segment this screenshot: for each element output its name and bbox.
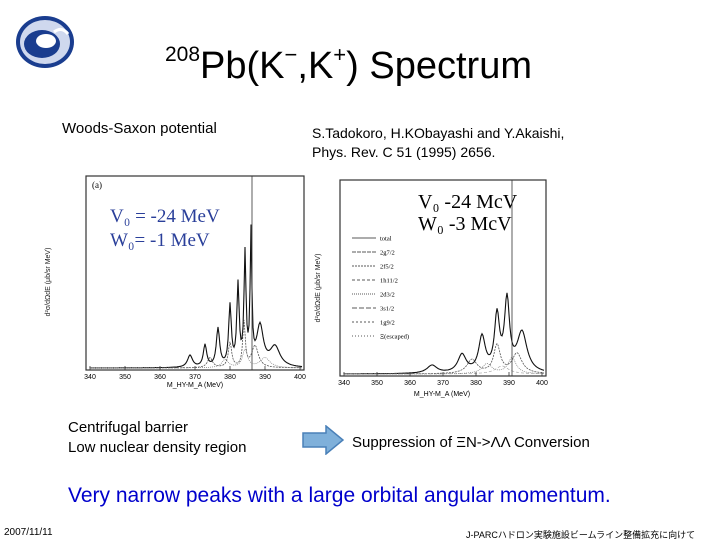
spectrum-curve: [90, 348, 302, 369]
x-tick-label: 370: [437, 380, 449, 387]
x-tick-label: 360: [154, 374, 166, 381]
centrifugal-note: Centrifugal barrier Low nuclear density …: [68, 418, 246, 458]
left-w0-label: W₀= -1 MeV: [110, 230, 210, 251]
x-tick-label: 390: [503, 380, 515, 387]
legend-entry: Ξ(escaped): [380, 334, 409, 341]
x-tick-label: 380: [470, 380, 482, 387]
x-tick-label: 350: [119, 374, 131, 381]
right-legend: total 2g7/2 2f5/2 1h11/2 2d3/2 3s1/2 1g9/2 Ξ(es…: [352, 236, 409, 341]
legend-entry: total: [380, 236, 392, 243]
left-x-ticks: 340 350 360 370 380 390 400: [84, 366, 306, 381]
spectrum-curve: [343, 342, 545, 375]
legend-entry: 3s1/2: [380, 306, 394, 313]
right-spectrum-curves: [343, 292, 545, 375]
suppression-text: Suppression of ΞN->ΛΛ Conversion: [352, 434, 590, 451]
legend-entry: 2d3/2: [380, 292, 395, 299]
left-spectrum-curves: [89, 224, 303, 369]
left-spectrum-figure: d²σ/dΩdE (μb/sr MeV) (a) V₀ = -24 MeV W₀…: [45, 175, 306, 389]
citation-line2: Phys. Rev. C 51 (1995) 2656.: [312, 144, 496, 160]
title-comma: ,K: [297, 45, 334, 87]
x-tick-label: 400: [294, 374, 306, 381]
right-v0-label: V₀ -24 McV: [418, 191, 518, 213]
left-ylabel: d²σ/dΩdE (μb/sr MeV): [45, 248, 52, 317]
right-xlabel: M_HY-M_A (MeV): [414, 391, 470, 398]
legend-entry: 1g9/2: [380, 320, 395, 327]
footer-date: 2007/11/11: [4, 527, 53, 538]
citation: S.Tadokoro, H.KObayashi and Y.Akaishi, P…: [312, 124, 564, 162]
footer-caption: J-PARCハドロン実験施設ビームライン整備拡充に向けて: [466, 530, 696, 540]
x-tick-label: 370: [189, 374, 201, 381]
left-figure-heading: Woods-Saxon potential: [62, 120, 217, 137]
right-arrow-icon: [302, 425, 344, 455]
right-w0-label: W₀ -3 McV: [418, 213, 512, 235]
spectrum-curve: [344, 365, 544, 375]
x-tick-label: 400: [536, 380, 548, 387]
conclusion-text: Very narrow peaks with a large orbital a…: [68, 484, 611, 507]
institute-logo: [16, 16, 74, 68]
left-panel-label: (a): [92, 180, 102, 190]
spectrum-curve: [90, 319, 302, 369]
title-minus: −: [284, 42, 298, 67]
title-tail: ) Spectrum: [346, 45, 532, 87]
x-tick-label: 390: [259, 374, 271, 381]
legend-entry: 2g7/2: [380, 250, 395, 257]
centrifugal-line1: Centrifugal barrier: [68, 419, 189, 436]
x-tick-label: 380: [224, 374, 236, 381]
x-tick-label: 350: [371, 380, 383, 387]
right-ylabel: d²σ/dΩdE (μb/sr MeV): [315, 254, 322, 323]
title-mass-number: 208: [165, 43, 201, 66]
slide-title: 208Pb(K−,K+) Spectrum: [165, 42, 532, 87]
centrifugal-line2: Low nuclear density region: [68, 439, 247, 456]
x-tick-label: 340: [338, 380, 350, 387]
left-xlabel: M_HY-M_A (MeV): [167, 382, 223, 389]
title-plus: +: [333, 42, 347, 67]
x-tick-label: 360: [404, 380, 416, 387]
citation-line1: S.Tadokoro, H.KObayashi and Y.Akaishi,: [312, 125, 565, 141]
right-x-ticks: 340 350 360 370 380 390 400: [338, 372, 548, 387]
x-tick-label: 340: [84, 374, 96, 381]
left-v0-label: V₀ = -24 MeV: [110, 206, 220, 227]
legend-entry: 2f5/2: [380, 264, 394, 271]
title-element: Pb(K: [200, 45, 285, 87]
right-spectrum-figure: d²σ/dΩdE (μb/sr MeV) V₀ -24 McV W₀ -3 Mc…: [315, 179, 548, 398]
legend-entry: 1h11/2: [380, 278, 398, 285]
